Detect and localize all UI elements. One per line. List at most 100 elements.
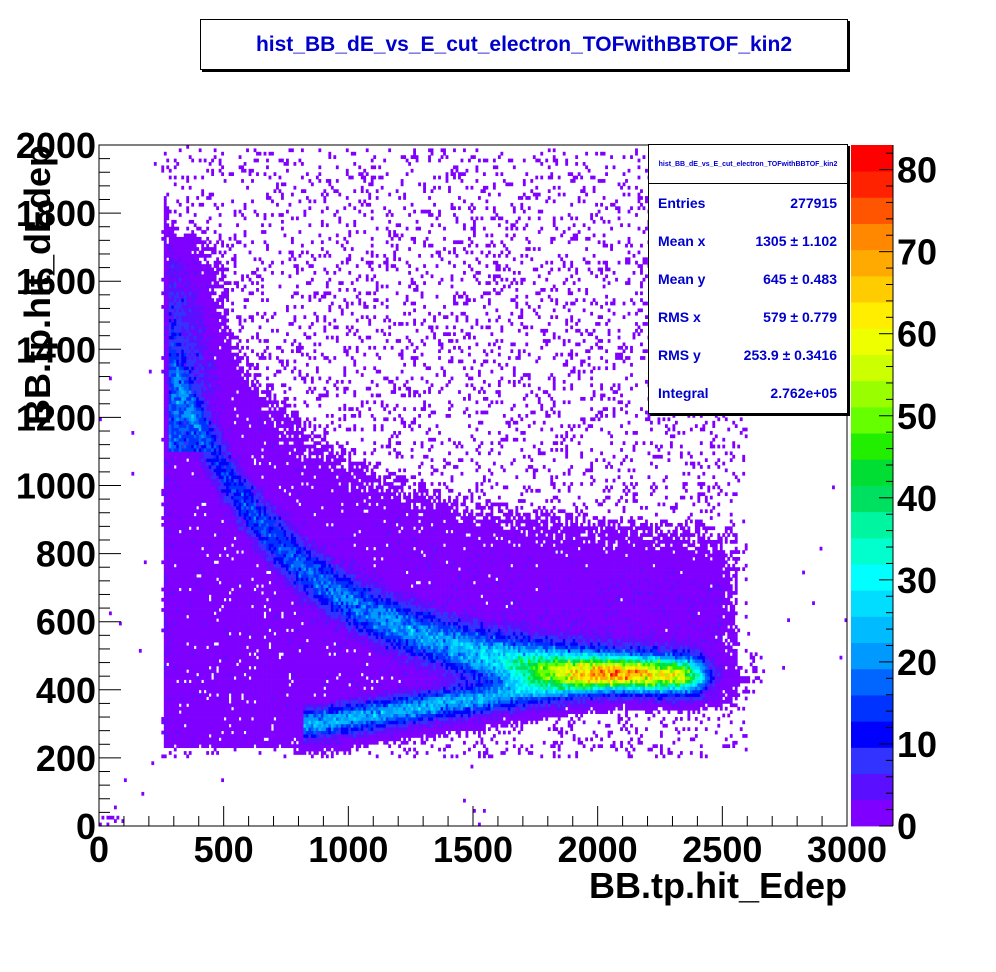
- heatmap-cell: [203, 744, 207, 749]
- heatmap-cell: [502, 700, 506, 704]
- heatmap-cell: [500, 679, 504, 684]
- heatmap-cell: [465, 710, 469, 714]
- heatmap-cell: [522, 700, 526, 704]
- heatmap-cell: [500, 669, 504, 674]
- heatmap-cell: [682, 727, 686, 731]
- heatmap-cell: [221, 659, 225, 663]
- heatmap-cell: [542, 706, 546, 711]
- heatmap-cell: [473, 723, 476, 728]
- heatmap-cell: [418, 730, 421, 735]
- heatmap-cell: [448, 689, 451, 694]
- heatmap-cell: [530, 744, 534, 749]
- heatmap-cell: [727, 682, 731, 687]
- heatmap-cell: [443, 730, 446, 735]
- heatmap-cell: [615, 672, 618, 677]
- heatmap-cell: [757, 676, 761, 680]
- heatmap-cell: [211, 665, 215, 670]
- heatmap-cell: [632, 696, 636, 701]
- heatmap-cell: [477, 717, 481, 721]
- heatmap-cell: [570, 710, 574, 714]
- heatmap-cell: [560, 679, 564, 684]
- heatmap-cell: [400, 713, 404, 718]
- heatmap-cell: [562, 693, 566, 697]
- heatmap-cell: [226, 696, 229, 701]
- heatmap-cell: [353, 737, 357, 742]
- heatmap-cell: [258, 696, 262, 701]
- heatmap-cell: [101, 815, 105, 820]
- heatmap-cell: [640, 682, 643, 687]
- heatmap-cell: [445, 710, 449, 714]
- heatmap-cell: [193, 669, 197, 674]
- heatmap-cell: [268, 700, 272, 704]
- heatmap-cell: [168, 665, 172, 670]
- heatmap-cell: [502, 730, 506, 735]
- heatmap-cell: [393, 689, 397, 694]
- heatmap-cell: [667, 696, 671, 701]
- heatmap-cell: [368, 676, 372, 680]
- heatmap-cell: [226, 734, 229, 738]
- heatmap-cell: [413, 703, 416, 708]
- heatmap-cell: [266, 744, 269, 749]
- heatmap-cell: [620, 662, 623, 667]
- heatmap-cell: [193, 672, 197, 677]
- heatmap-cell: [717, 703, 721, 708]
- heatmap-cell: [188, 751, 192, 755]
- heatmap-cell: [206, 693, 210, 697]
- heatmap-cell: [552, 676, 556, 680]
- heatmap-cell: [221, 662, 225, 667]
- heatmap-cell: [512, 710, 516, 714]
- heatmap-cell: [178, 727, 182, 731]
- heatmap-cell: [330, 676, 334, 680]
- heatmap-cell: [597, 665, 601, 670]
- heatmap-cell: [350, 672, 354, 677]
- heatmap-cell: [687, 665, 691, 670]
- heatmap-cell: [477, 734, 481, 738]
- heatmap-cell: [108, 815, 112, 820]
- heatmap-cell: [480, 689, 484, 694]
- heatmap-cell: [500, 689, 504, 694]
- heatmap-cell: [183, 740, 187, 745]
- heatmap-cell: [343, 696, 347, 701]
- heatmap-cell: [231, 710, 234, 714]
- heatmap-cell: [378, 676, 382, 680]
- heatmap-cell: [383, 662, 387, 667]
- heatmap-cell: [393, 706, 397, 711]
- heatmap-cell: [495, 703, 499, 708]
- heatmap-cell: [477, 710, 481, 714]
- heatmap-cell: [674, 706, 678, 711]
- heatmap-cell: [560, 706, 564, 711]
- heatmap-cell: [183, 686, 187, 691]
- heatmap-cell: [286, 682, 289, 687]
- heatmap-cell: [552, 679, 556, 684]
- heatmap-cell: [617, 689, 621, 694]
- heatmap-cell: [418, 676, 421, 680]
- heatmap-cell: [223, 669, 227, 674]
- heatmap-cell: [206, 689, 210, 694]
- heatmap-cell: [385, 710, 389, 714]
- heatmap-cell: [173, 659, 177, 663]
- heatmap-cell: [642, 676, 646, 680]
- heatmap-cell: [729, 672, 733, 677]
- heatmap-cell: [465, 686, 469, 691]
- heatmap-cell: [340, 665, 344, 670]
- heatmap-cell: [261, 672, 264, 677]
- heatmap-cell: [368, 734, 372, 738]
- heatmap-cell: [218, 710, 222, 714]
- heatmap-cell: [448, 686, 451, 691]
- heatmap-cell: [228, 744, 232, 749]
- heatmap-cell: [627, 751, 631, 755]
- heatmap-cell: [370, 659, 374, 663]
- heatmap-cell: [263, 686, 267, 691]
- heatmap-cell: [263, 723, 267, 728]
- heatmap-cell: [480, 710, 484, 714]
- heatmap-cell: [405, 751, 409, 755]
- heatmap-cell: [413, 696, 416, 701]
- heatmap-cell: [592, 693, 596, 697]
- heatmap-cell: [236, 710, 239, 714]
- heatmap-cell: [527, 693, 531, 697]
- heatmap-cell: [610, 686, 613, 691]
- heatmap-cell: [552, 740, 556, 745]
- heatmap-cell: [395, 734, 399, 738]
- heatmap-cell: [652, 676, 656, 680]
- heatmap-cell: [221, 778, 225, 783]
